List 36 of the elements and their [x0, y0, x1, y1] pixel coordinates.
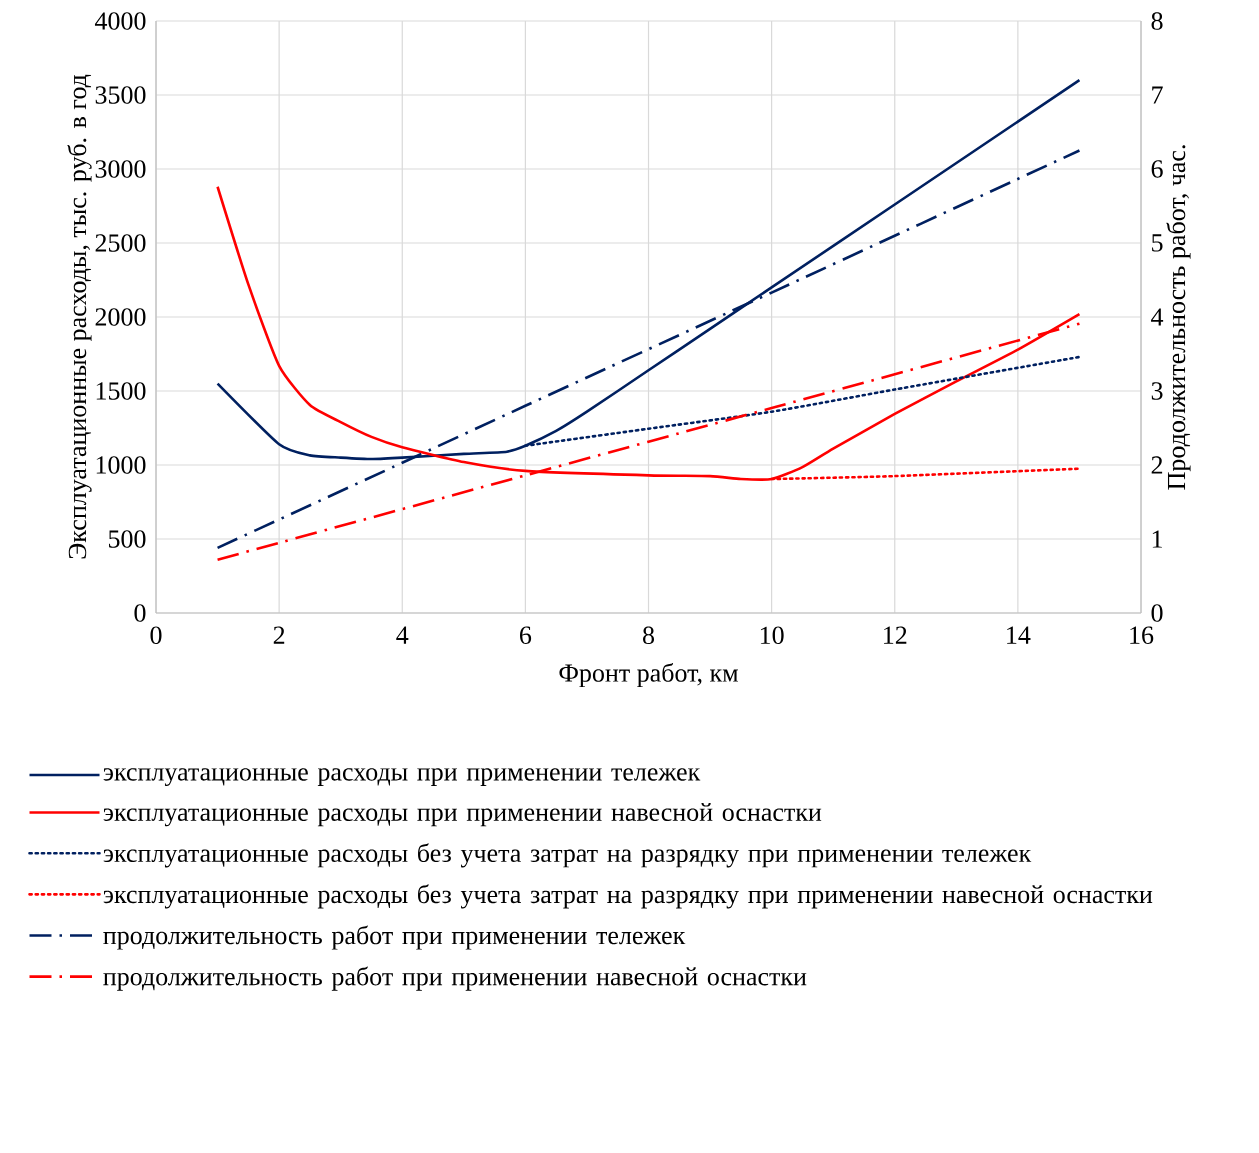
y2-tick-label: 1 — [1152, 530, 1162, 548]
x-tick-label: 10 — [760, 626, 784, 645]
y2-axis-title: Продолжительность работ, час. — [1166, 145, 1191, 490]
x-axis-title: Фронт работ, км — [559, 662, 738, 688]
x-tick-label: 0 — [150, 626, 162, 645]
x-tick-label: 2 — [273, 626, 285, 644]
x-tick-label: 8 — [642, 626, 655, 645]
y-axis-title: Эксплуатационные расходы, тыс. руб. в год — [67, 74, 92, 559]
legend-label: эксплуатационные расходы без учета затрат на разрядку при применении навесной оснастки — [103, 884, 1153, 909]
y-tick-label: 4000 — [94, 12, 146, 30]
x-tick-label: 6 — [519, 626, 532, 644]
x-tick-label: 16 — [1130, 626, 1154, 644]
y2-tick-label: 8 — [1151, 12, 1163, 30]
y-tick-label: 3000 — [95, 160, 146, 178]
legend-label: продолжительность работ при применении тележек — [103, 925, 686, 950]
y2-tick-label: 3 — [1151, 382, 1163, 400]
legend-label: эксплуатационные расходы при применении тележек — [103, 768, 701, 787]
legend-label: эксплуатационные расходы при применении навесной оснастки — [103, 802, 822, 827]
y2-tick-label: 6 — [1151, 160, 1163, 178]
y2-tick-label: 5 — [1152, 234, 1163, 252]
y-tick-label: 500 — [108, 530, 146, 548]
y-tick-label: 1500 — [96, 382, 146, 400]
y-tick-label: 0 — [134, 604, 146, 622]
y2-tick-label: 2 — [1151, 456, 1163, 474]
y-tick-label: 2000 — [95, 308, 146, 326]
legend-label: эксплуатационные расходы без учета затрат на разрядку при применении тележек — [103, 843, 1032, 868]
y-tick-label: 2500 — [95, 234, 146, 252]
x-tick-label: 4 — [396, 626, 409, 644]
y2-tick-label: 0 — [1151, 604, 1163, 622]
y2-tick-label: 7 — [1152, 86, 1163, 104]
y-tick-label: 3500 — [95, 86, 146, 104]
x-tick-label: 12 — [884, 626, 907, 644]
y2-tick-label: 4 — [1151, 308, 1164, 326]
legend-label: продолжительность работ при применении навесной оснастки — [103, 966, 807, 991]
y-tick-label: 1000 — [96, 456, 146, 474]
x-tick-label: 14 — [1007, 626, 1031, 644]
